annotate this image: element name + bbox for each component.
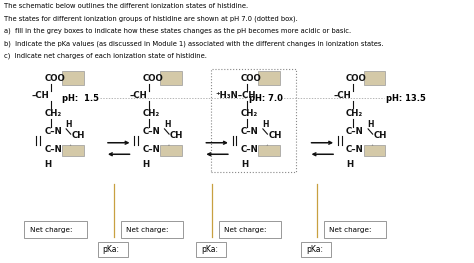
FancyBboxPatch shape	[364, 145, 385, 156]
FancyBboxPatch shape	[196, 242, 226, 256]
Text: CH₂: CH₂	[44, 109, 62, 118]
Text: CH: CH	[72, 131, 85, 140]
Text: H: H	[66, 120, 72, 129]
Text: b)  Indicate the pKa values (as discussed in Module 1) associated with the diffe: b) Indicate the pKa values (as discussed…	[4, 40, 384, 47]
Text: H: H	[263, 120, 269, 129]
FancyBboxPatch shape	[62, 71, 83, 85]
Text: H: H	[368, 120, 374, 129]
Text: C–N: C–N	[44, 145, 62, 154]
Text: CH₂: CH₂	[143, 109, 160, 118]
Text: CH: CH	[170, 131, 183, 140]
FancyBboxPatch shape	[258, 71, 280, 85]
Text: Net charge:: Net charge:	[329, 227, 372, 232]
Text: CH₂: CH₂	[346, 109, 364, 118]
FancyBboxPatch shape	[120, 221, 183, 238]
Text: H: H	[241, 160, 248, 169]
Text: Net charge:: Net charge:	[29, 227, 72, 232]
FancyBboxPatch shape	[301, 242, 331, 256]
Text: CH₂: CH₂	[241, 109, 258, 118]
Text: C–N: C–N	[241, 127, 259, 136]
FancyBboxPatch shape	[364, 71, 385, 85]
FancyBboxPatch shape	[258, 145, 280, 156]
Text: COO: COO	[346, 74, 367, 83]
Text: The schematic below outlines the different ionization states of histidine.: The schematic below outlines the differe…	[4, 3, 248, 9]
FancyBboxPatch shape	[62, 145, 83, 156]
FancyBboxPatch shape	[219, 221, 281, 238]
Text: pKa:: pKa:	[306, 245, 323, 254]
Text: c)  Indicate net charges of each ionization state of histidine.: c) Indicate net charges of each ionizati…	[4, 53, 207, 59]
Text: CH: CH	[268, 131, 282, 140]
FancyBboxPatch shape	[160, 145, 182, 156]
Text: –CH: –CH	[31, 92, 49, 100]
Text: pKa:: pKa:	[201, 245, 218, 254]
Text: COO: COO	[143, 74, 163, 83]
Text: COO: COO	[241, 74, 262, 83]
Text: Net charge:: Net charge:	[224, 227, 266, 232]
Text: COO: COO	[44, 74, 65, 83]
Text: C–N: C–N	[346, 127, 364, 136]
FancyBboxPatch shape	[98, 242, 128, 256]
Bar	[211, 69, 296, 172]
Text: H: H	[346, 160, 353, 169]
Text: C–N: C–N	[143, 145, 160, 154]
Text: a)  fill in the grey boxes to indicate how these states changes as the pH become: a) fill in the grey boxes to indicate ho…	[4, 28, 352, 34]
Text: C–N: C–N	[143, 127, 160, 136]
Text: H: H	[143, 160, 150, 169]
Text: CH: CH	[374, 131, 387, 140]
Text: C–N: C–N	[241, 145, 259, 154]
Text: H: H	[164, 120, 171, 129]
Text: pH:  1.5: pH: 1.5	[63, 94, 100, 103]
Text: C–N: C–N	[346, 145, 364, 154]
FancyBboxPatch shape	[25, 221, 87, 238]
Text: The states for different ionization groups of histidine are shown at pH 7.0 (dot: The states for different ionization grou…	[4, 16, 298, 22]
Text: pH: 13.5: pH: 13.5	[386, 94, 426, 103]
Text: pH: 7.0: pH: 7.0	[249, 94, 283, 103]
Text: ⁺H₃N–CH: ⁺H₃N–CH	[216, 92, 256, 100]
Text: Net charge:: Net charge:	[126, 227, 168, 232]
Text: –CH: –CH	[130, 92, 147, 100]
FancyBboxPatch shape	[160, 71, 182, 85]
Text: H: H	[44, 160, 51, 169]
Text: –CH: –CH	[333, 92, 351, 100]
FancyBboxPatch shape	[324, 221, 386, 238]
Text: C–N: C–N	[44, 127, 62, 136]
Text: pKa:: pKa:	[103, 245, 120, 254]
